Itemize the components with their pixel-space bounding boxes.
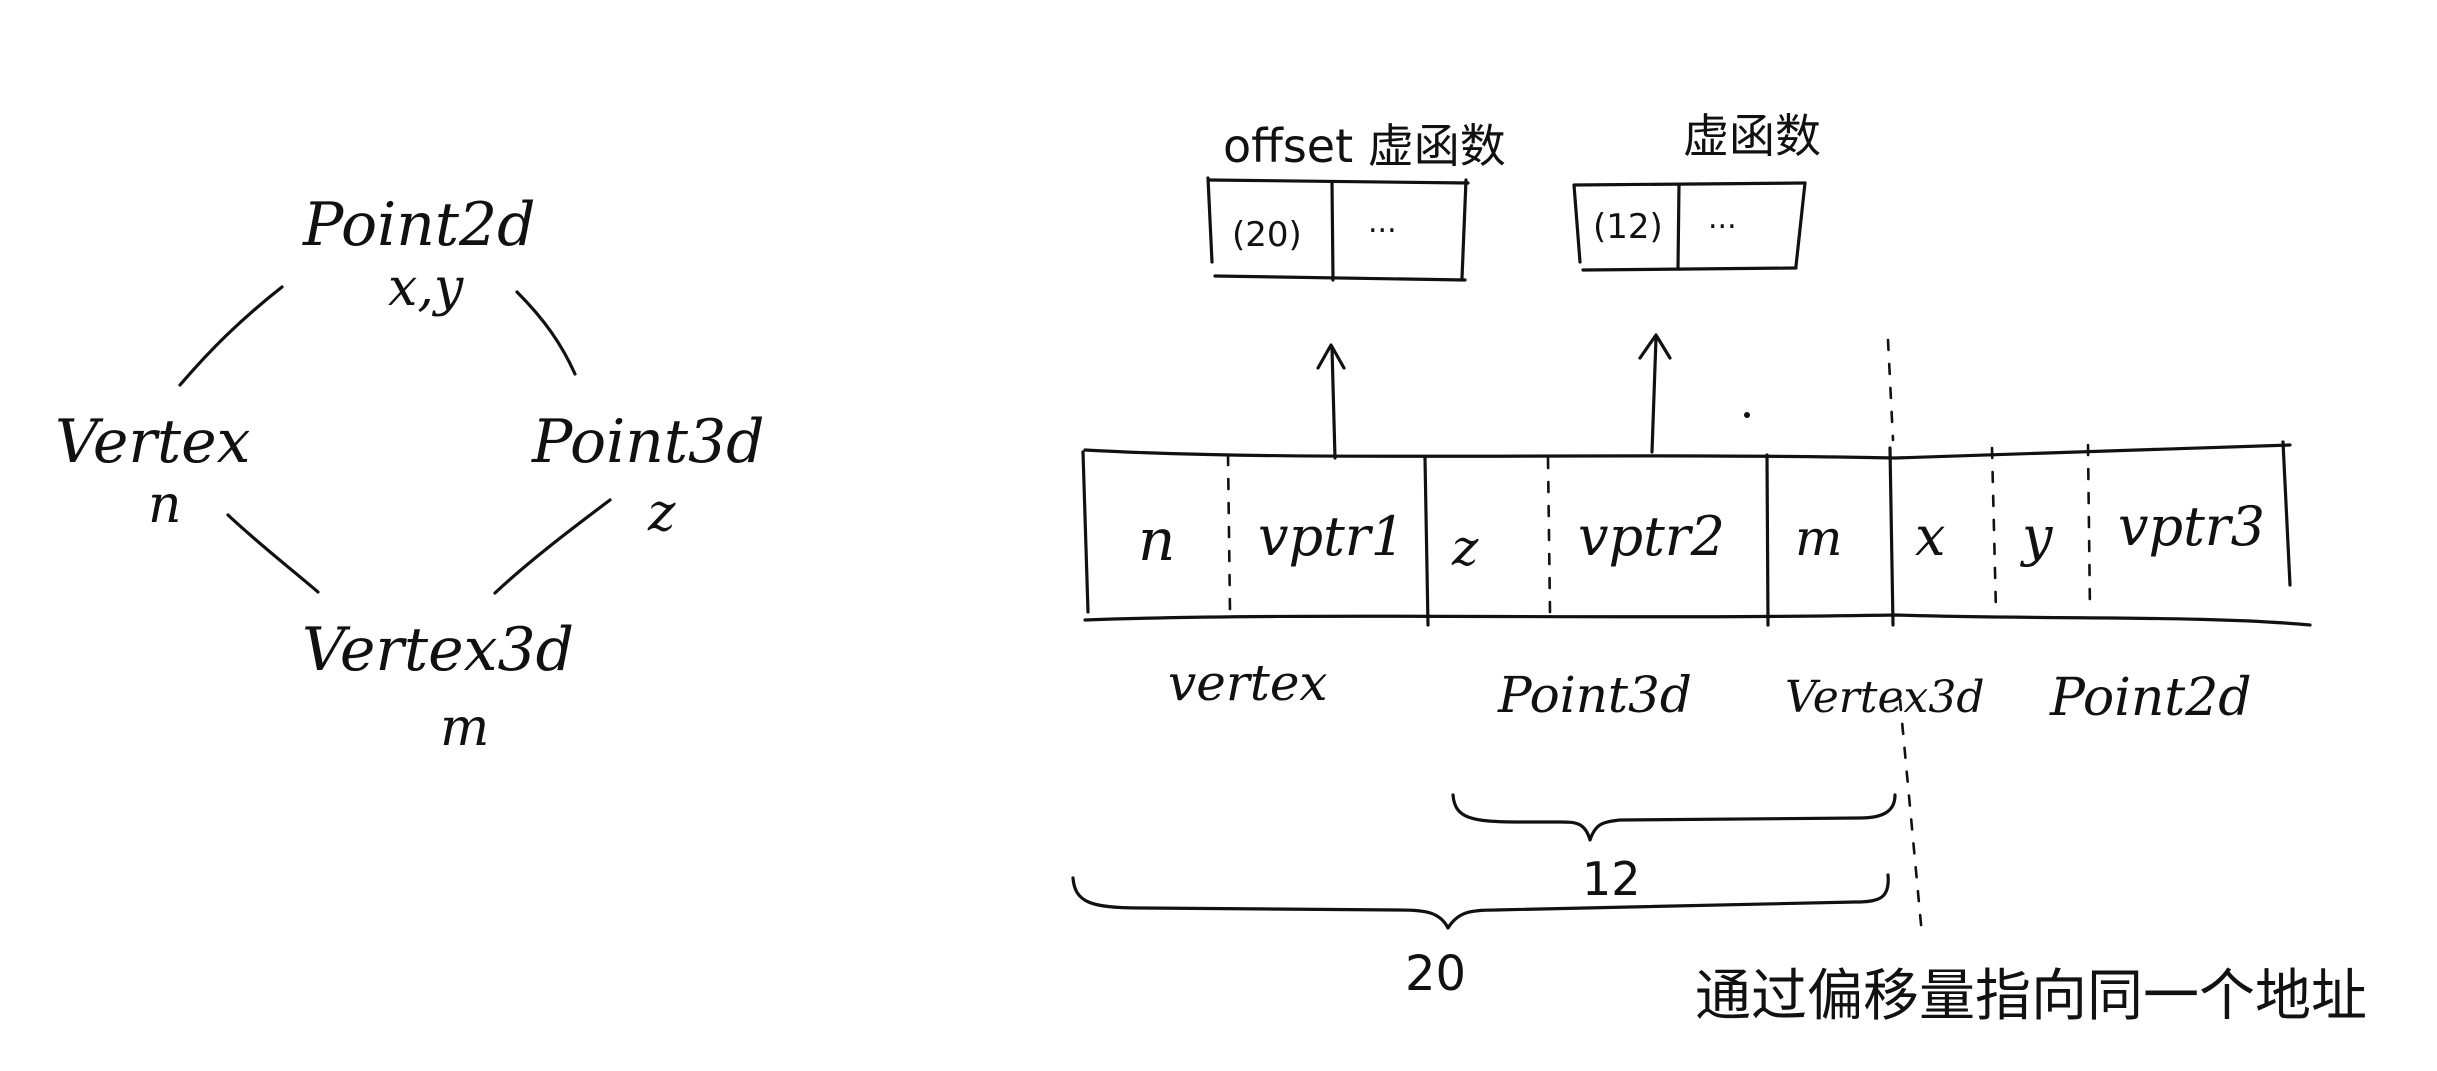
node-vertex-member: n	[148, 475, 182, 535]
brace-20	[1071, 873, 1890, 930]
vtable-left-divider	[1330, 180, 1335, 282]
vtable-left-bottom	[1213, 274, 1467, 282]
layout-right-edge	[2281, 440, 2292, 587]
vtable-left-top	[1208, 178, 1470, 185]
node-point2d-name: Point2d	[302, 190, 536, 260]
vtable-left-rightedge	[1460, 178, 1468, 280]
vtable-left-offset: (20)	[1232, 215, 1302, 255]
cell-y: y	[2020, 505, 2054, 568]
edge-point3d-vertex3d	[493, 498, 612, 595]
inheritance-diamond: Point2d x,y Vertex n Point3d z Vertex3d …	[55, 190, 765, 758]
vtable-right-rightedge	[1794, 181, 1807, 268]
node-point2d-member: x,y	[388, 258, 464, 318]
vtable-left: offset 虚函数 (20) ...	[1206, 119, 1506, 282]
cell-vptr1: vptr1	[1258, 505, 1405, 568]
node-vertex3d-name: Vertex3d	[302, 615, 574, 685]
node-point3d-member: z	[647, 483, 676, 543]
cell-x: x	[1915, 505, 1945, 568]
divider-vertex-point3d	[1423, 456, 1430, 627]
node-vertex3d-member: m	[440, 698, 489, 758]
section-label-point2d: Point2d	[2049, 668, 2252, 728]
cell-n: n	[1138, 506, 1175, 574]
divider-point3d-vertex3d	[1765, 453, 1770, 627]
layout-bottom-edge	[1083, 613, 2312, 627]
arrow-vptr1-shaft	[1330, 346, 1337, 460]
offset-braces: 12 20	[1071, 793, 1897, 1002]
node-point3d-name: Point3d	[531, 407, 765, 477]
cell-m: m	[1795, 509, 1842, 567]
arrow-vptr2-shaft	[1650, 336, 1658, 454]
cell-vptr2: vptr2	[1578, 505, 1725, 568]
vtable-right-offset: (12)	[1593, 207, 1663, 247]
divider-x-y	[1990, 446, 1998, 614]
edge-point2d-vertex	[178, 285, 284, 387]
vtable-right-leftedge	[1572, 183, 1582, 264]
vtable-left-leftedge	[1206, 176, 1214, 264]
section-label-vertex3d: Vertex3d	[1785, 672, 1985, 723]
edge-vertex-vertex3d	[226, 513, 320, 594]
vtable-left-title: offset 虚函数	[1223, 119, 1506, 173]
vtable-right: 虚函数 (12) ...	[1572, 109, 1821, 272]
cell-z: z	[1451, 519, 1479, 577]
address-line-bottom	[1898, 698, 1924, 937]
divider-z-vptr2	[1546, 456, 1552, 614]
vtable-right-divider	[1676, 183, 1681, 270]
vtable-left-ellipsis: ...	[1368, 205, 1397, 240]
layout-top-edge	[1083, 443, 2292, 460]
brace-12-label: 12	[1582, 852, 1641, 906]
stray-dot	[1744, 412, 1750, 418]
address-line-top	[1886, 338, 1895, 442]
memory-layout: n vptr1 z vptr2 m x y vptr3 vertex Point…	[1081, 338, 2312, 937]
section-label-vertex: vertex	[1168, 654, 1328, 712]
divider-n-vptr1	[1226, 453, 1232, 614]
vtable-right-top	[1573, 181, 1807, 187]
vptr-arrows	[1316, 333, 1672, 460]
vtable-right-bottom	[1581, 266, 1798, 272]
layout-left-edge	[1081, 450, 1090, 614]
vtable-right-title: 虚函数	[1683, 109, 1821, 163]
note-same-address: 通过偏移量指向同一个地址	[1695, 964, 2367, 1029]
vtable-right-ellipsis: ...	[1708, 201, 1737, 236]
arrow-vptr1-head	[1316, 343, 1346, 370]
arrow-vptr2-head	[1638, 333, 1672, 360]
brace-12	[1451, 793, 1897, 842]
edge-point2d-point3d	[515, 290, 577, 376]
section-label-point3d: Point3d	[1497, 666, 1692, 724]
cell-vptr3: vptr3	[2118, 495, 2265, 558]
divider-y-vptr3	[2086, 443, 2092, 614]
brace-20-label: 20	[1405, 946, 1466, 1002]
divider-vertex3d-point2d	[1888, 446, 1895, 627]
node-vertex-name: Vertex	[55, 407, 250, 477]
